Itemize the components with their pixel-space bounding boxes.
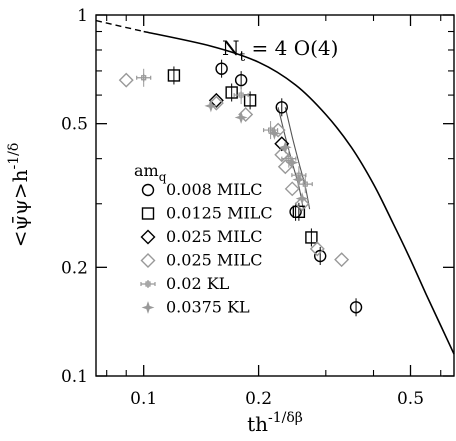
x-tick-labels: 0.1 0.2 0.5: [130, 389, 424, 409]
data-point-0-2: [275, 101, 288, 114]
scaling-curve-dashed: [95, 19, 144, 33]
data-point-1-4: [305, 231, 318, 244]
data-point-3-5: [277, 159, 293, 175]
legend-entry-0: 0.008 MILC: [141, 180, 262, 199]
x-tick-label: 0.1: [130, 389, 157, 409]
y-tick-labels: 0.1 0.2 0.5 1: [61, 6, 88, 387]
y-tick-label: 0.2: [61, 258, 88, 278]
x-tick-label: 0.2: [245, 389, 272, 409]
data-point-1-0: [167, 69, 181, 82]
legend-label-1: 0.0125 MILC: [166, 204, 273, 223]
plot-annotation: Nt = 4 O(4): [222, 36, 338, 65]
x-tick-label: 0.5: [397, 389, 424, 409]
data-point-2-1: [274, 136, 290, 152]
y-axis-label: <ψ̄ψ>h-1/δ: [6, 143, 32, 248]
data-point-3-9: [334, 252, 350, 268]
data-point-5-6: [295, 192, 309, 206]
data-point-3-0: [118, 72, 134, 88]
x-axis-label: th-1/δβ: [247, 410, 303, 436]
data-point-3-8: [309, 241, 325, 257]
legend-entry-5: 0.0375 KL: [141, 298, 250, 317]
legend-marker-2: [140, 229, 156, 245]
legend-label-2: 0.025 MILC: [166, 227, 262, 246]
plot-frame: [95, 14, 455, 377]
legend-label-5: 0.0375 KL: [166, 298, 250, 317]
data-point-4-0: [136, 73, 152, 82]
data-point-3-4: [274, 147, 290, 163]
legend-marker-1: [141, 207, 155, 220]
data-point-1-1: [225, 86, 238, 99]
data-point-5-0: [204, 99, 218, 113]
y-tick-label: 0.1: [61, 367, 88, 387]
y-tick-label: 1: [77, 6, 88, 26]
data-point-0-1: [234, 73, 248, 87]
data-point-3-1: [208, 95, 224, 111]
axis-ticks: [96, 14, 454, 377]
data-point-0-5: [349, 301, 363, 314]
legend-entry-1: 0.0125 MILC: [141, 204, 273, 223]
fit-curve-1: [284, 107, 311, 210]
legend-marker-0: [141, 183, 155, 197]
legend-label-4: 0.02 KL: [166, 274, 230, 293]
data-point-5-3: [278, 140, 292, 154]
y-tick-label: 0.5: [61, 115, 88, 135]
data-point-5-4: [285, 156, 299, 169]
legend-entry-4: 0.02 KL: [140, 274, 230, 293]
data-points: [118, 59, 363, 317]
data-point-5-5: [292, 173, 306, 187]
legend-label-3: 0.025 MILC: [166, 251, 262, 270]
scaling-function-curve: [95, 19, 455, 355]
data-point-3-6: [284, 181, 300, 197]
data-point-3-7: [294, 196, 310, 212]
data-point-0-4: [314, 249, 327, 263]
legend-marker-3: [140, 253, 156, 268]
legend: 0.008 MILC 0.0125 MILC 0.025 MILC 0.025 MIL…: [140, 180, 273, 317]
data-point-3-3: [270, 122, 286, 138]
data-point-5-2: [267, 126, 281, 140]
data-point-5-1: [234, 111, 248, 124]
legend-marker-5: [141, 301, 155, 314]
legend-label-0: 0.008 MILC: [166, 180, 262, 199]
data-point-2-0: [208, 92, 224, 108]
series-2: [208, 92, 290, 152]
legend-marker-4: [140, 280, 156, 288]
legend-entry-2: 0.025 MILC: [140, 227, 262, 246]
series-5: [204, 99, 309, 206]
series-4: [136, 68, 313, 194]
data-point-0-0: [215, 62, 228, 75]
series-1: [167, 66, 318, 247]
legend-title: amq: [134, 161, 167, 184]
data-point-1-2: [243, 94, 257, 107]
data-point-4-1: [233, 91, 249, 100]
legend-entry-3: 0.025 MILC: [140, 251, 262, 270]
scaling-curve-solid: [143, 30, 455, 355]
